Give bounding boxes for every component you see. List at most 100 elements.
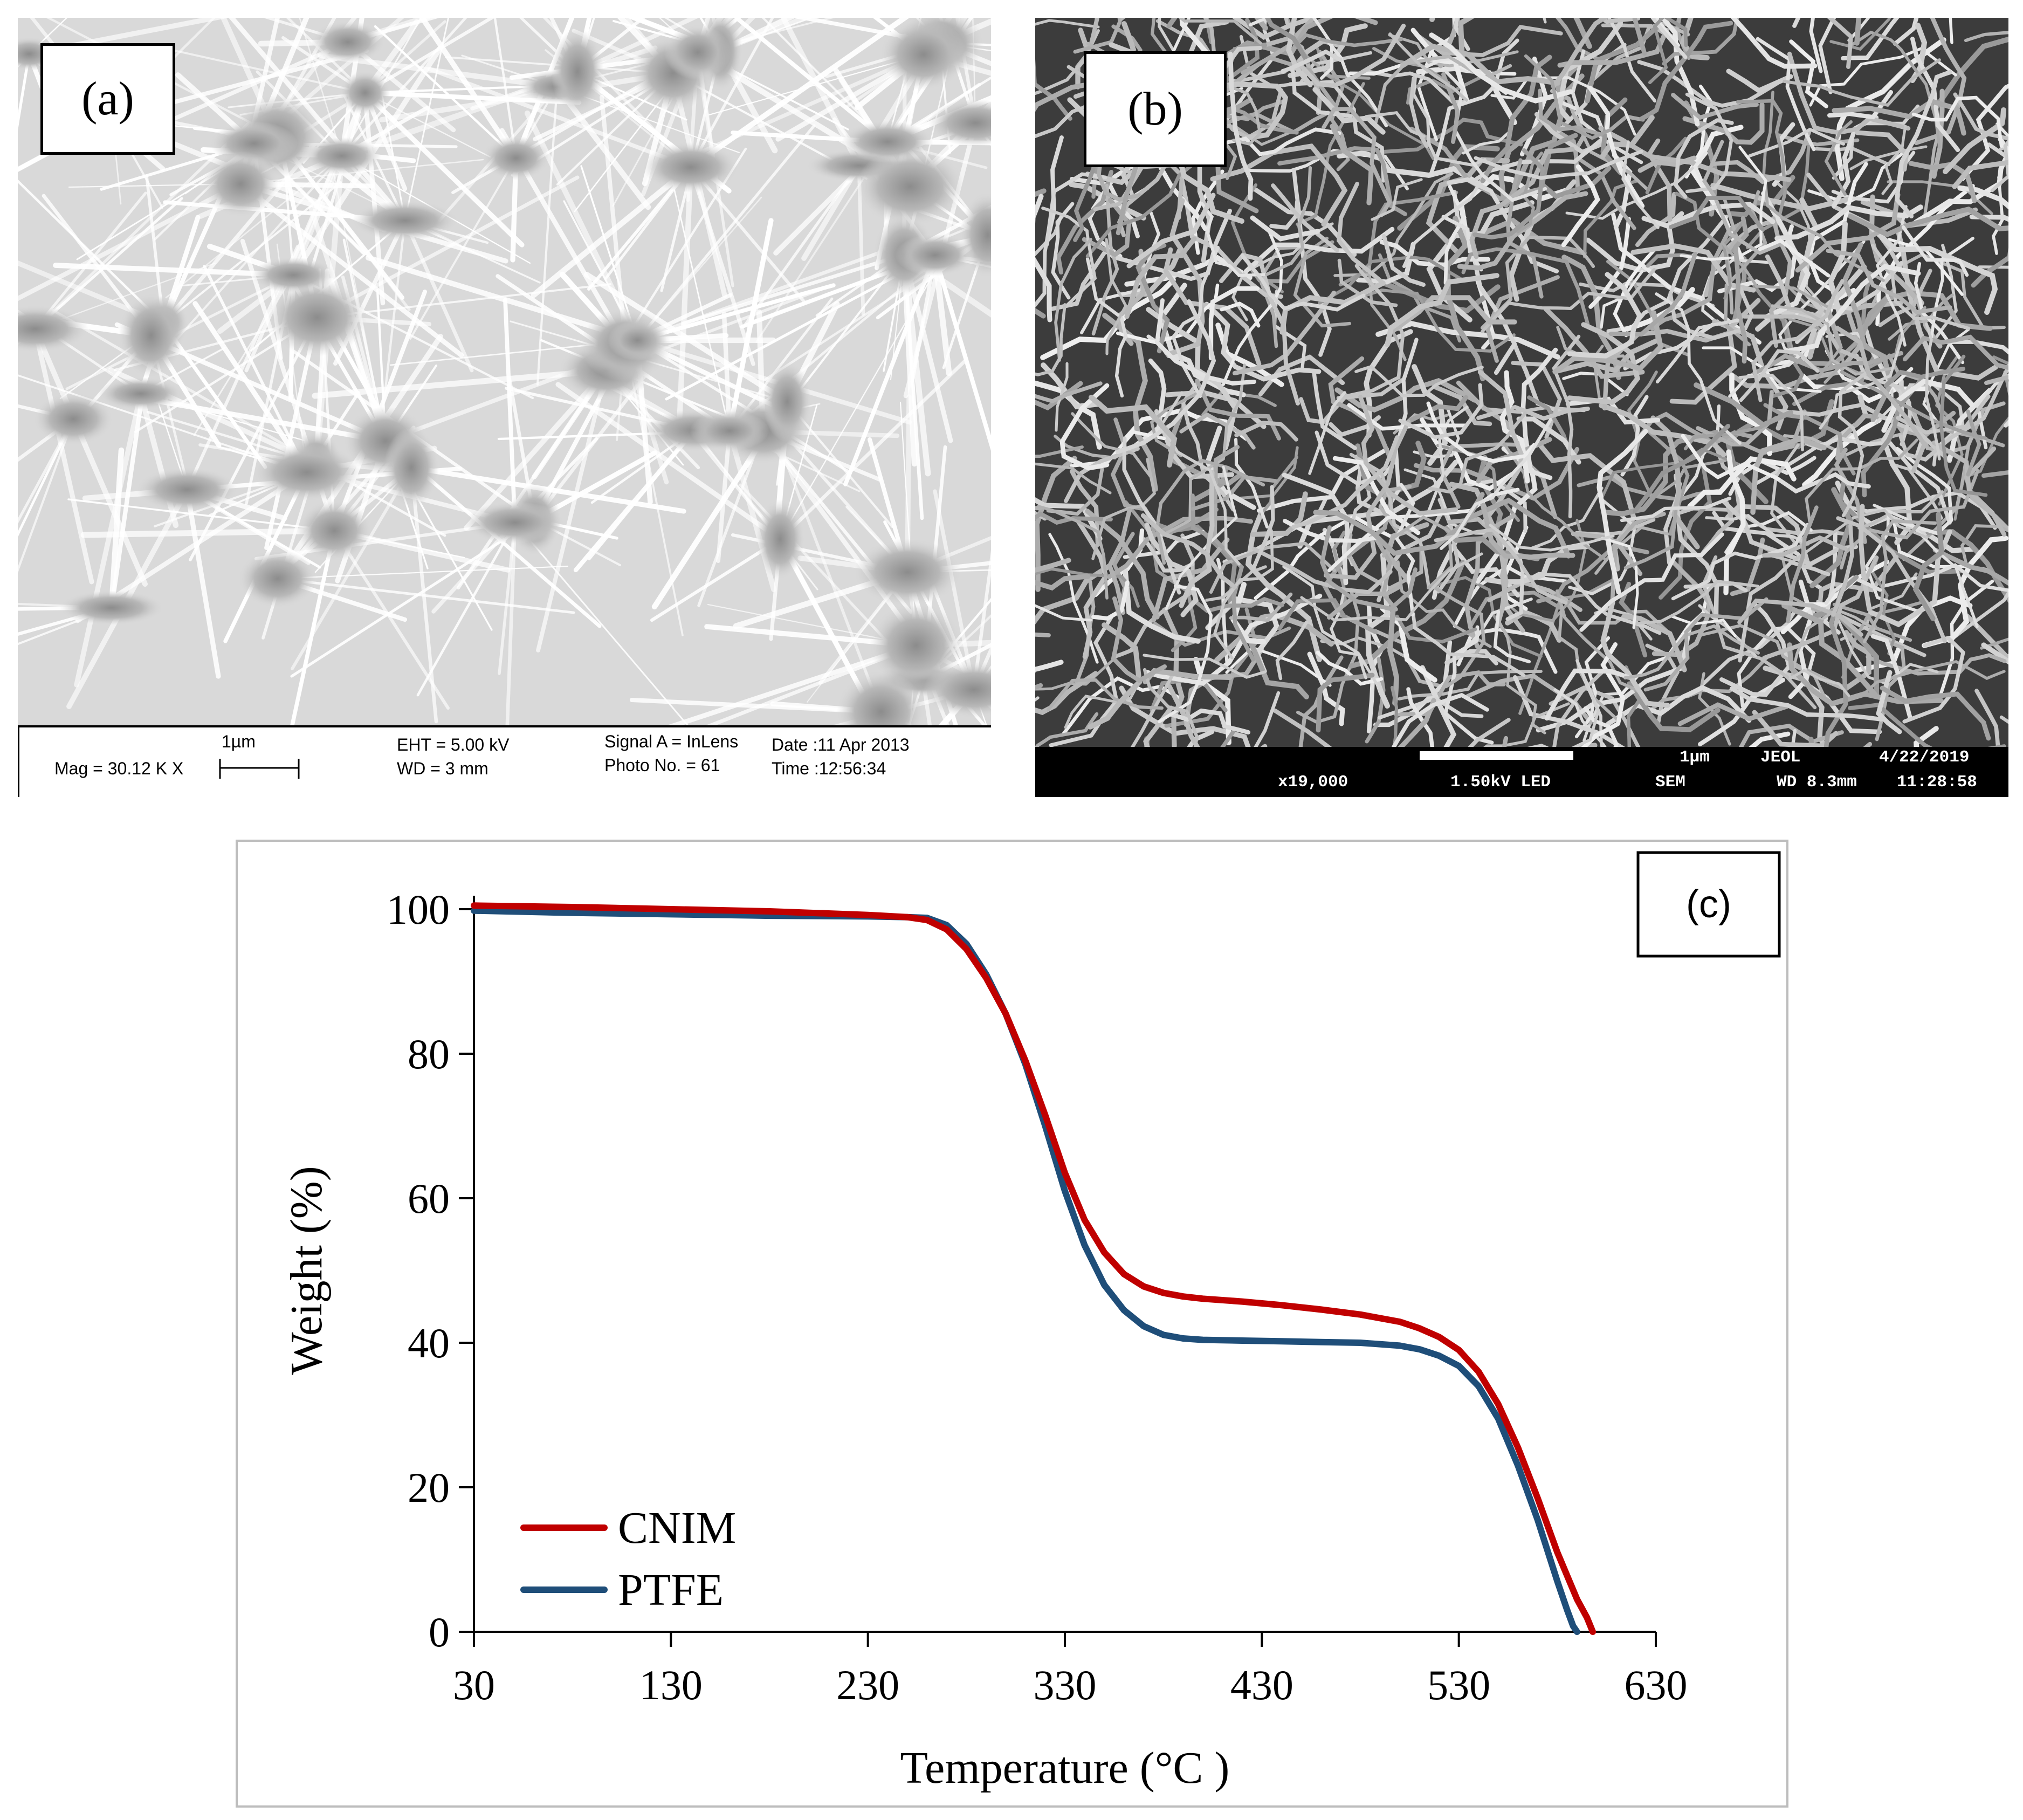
fiber <box>939 18 977 125</box>
nanofiber <box>1047 678 1164 711</box>
fiber <box>362 90 525 248</box>
nanofiber <box>1751 279 1845 402</box>
nanofiber <box>1387 606 1399 706</box>
nanofiber <box>1457 18 1475 63</box>
fiber <box>362 90 386 306</box>
nanofiber <box>1165 198 1205 357</box>
nanofiber <box>1441 72 1460 144</box>
nanofiber <box>1449 482 1509 630</box>
nanofiber <box>1693 151 1721 209</box>
fiber <box>689 165 755 366</box>
nanofiber <box>1949 18 1953 44</box>
fiber-node <box>837 671 925 725</box>
fiber-node <box>297 500 371 561</box>
nanofiber <box>1402 173 1487 269</box>
nanofiber <box>1809 487 1854 588</box>
nanofiber <box>1809 18 1823 73</box>
nanofiber <box>1524 54 1612 140</box>
nanofiber <box>1120 18 1262 45</box>
nanofiber <box>1228 51 1254 201</box>
nanofiber <box>1392 692 1489 747</box>
nanofiber <box>1375 321 1560 360</box>
nanofiber <box>1888 238 1964 296</box>
x-tick-label: 130 <box>639 1661 703 1708</box>
nanofiber <box>1091 580 1130 621</box>
nanofiber <box>1394 483 1415 617</box>
fiber <box>464 368 609 531</box>
fiber-node <box>267 279 367 356</box>
fiber-node <box>608 320 667 361</box>
nanofiber <box>1123 530 1205 559</box>
fiber <box>635 250 883 342</box>
nanofiber <box>1947 589 2008 643</box>
nanofiber <box>1565 154 1706 220</box>
nanofiber <box>1407 395 1469 423</box>
nanofiber <box>1391 295 1517 333</box>
nanofiber <box>1379 239 1491 267</box>
nanofiber <box>1702 140 1784 255</box>
nanofiber <box>1584 706 1619 747</box>
nanofiber <box>1787 642 1944 707</box>
nanofiber <box>1299 378 1404 425</box>
nanofiber <box>1762 535 1848 558</box>
legend-label-ptfe: PTFE <box>618 1565 724 1615</box>
nanofiber <box>1308 391 1346 475</box>
nanofiber <box>1990 138 2008 193</box>
nanofiber <box>1143 668 1199 747</box>
fiber <box>719 18 814 52</box>
nanofiber <box>1457 597 1533 657</box>
sem-panel-b: (b) 1µm JEOL 4/22/2019 x19,000 1.50kV LE… <box>1035 18 2008 797</box>
nanofiber <box>1179 412 1256 450</box>
nanofiber <box>1960 524 2008 566</box>
nanofiber <box>1297 23 1406 88</box>
nanofiber <box>1214 612 1334 663</box>
nanofiber <box>1875 205 1908 347</box>
nanofiber <box>1480 235 1595 330</box>
nanofiber <box>1600 448 1742 500</box>
fiber <box>689 18 774 169</box>
nanofiber <box>1567 322 1641 405</box>
nanofiber <box>1085 509 1160 620</box>
nanofiber <box>1035 604 1092 622</box>
nanofiber <box>1834 325 1927 473</box>
nanofiber <box>1440 418 1552 550</box>
fiber-node <box>18 306 88 352</box>
nanofiber <box>1588 217 1631 309</box>
nanofiber <box>1327 585 1402 620</box>
nanofiber <box>1326 40 1388 128</box>
nanofiber <box>1035 564 1112 625</box>
nanofiber <box>1763 174 1885 282</box>
nanofiber <box>1181 371 1235 512</box>
nanofiber <box>1210 143 1348 227</box>
nanofiber <box>1035 712 1099 747</box>
nanofiber <box>1848 702 2006 747</box>
nanofiber <box>1721 241 1843 380</box>
nanofiber <box>1428 38 1519 178</box>
nanofiber <box>1337 258 1398 307</box>
fiber <box>513 18 575 161</box>
nanofiber <box>1574 636 1611 739</box>
nanofiber <box>1390 685 1399 747</box>
nanofiber <box>1849 145 1928 170</box>
fiber <box>18 417 75 462</box>
tga-chart-frame: 30 130 230 330 430 530 630 0 20 40 60 80 100 CNIM PT… <box>236 840 1788 1808</box>
nanofiber <box>1516 152 1543 233</box>
nanofiber <box>1598 126 1792 182</box>
fiber <box>555 382 783 542</box>
fiber-node <box>551 29 604 115</box>
nanofiber <box>1621 614 1687 672</box>
nanofiber <box>1359 289 1516 353</box>
nanofiber <box>1035 445 1084 458</box>
nanofiber <box>1467 497 1571 559</box>
nanofiber <box>1319 525 1418 612</box>
nanofiber <box>1925 322 1941 461</box>
nanofiber <box>1684 84 1713 179</box>
fiber-node <box>856 147 964 226</box>
nanofiber <box>1283 519 1379 543</box>
nanofiber <box>1293 33 1403 47</box>
fiber-node <box>60 590 163 625</box>
nanofiber <box>1124 358 1167 455</box>
nanofiber <box>1729 373 1772 456</box>
nanofiber <box>1257 447 1389 513</box>
nanofiber <box>1671 523 1809 601</box>
